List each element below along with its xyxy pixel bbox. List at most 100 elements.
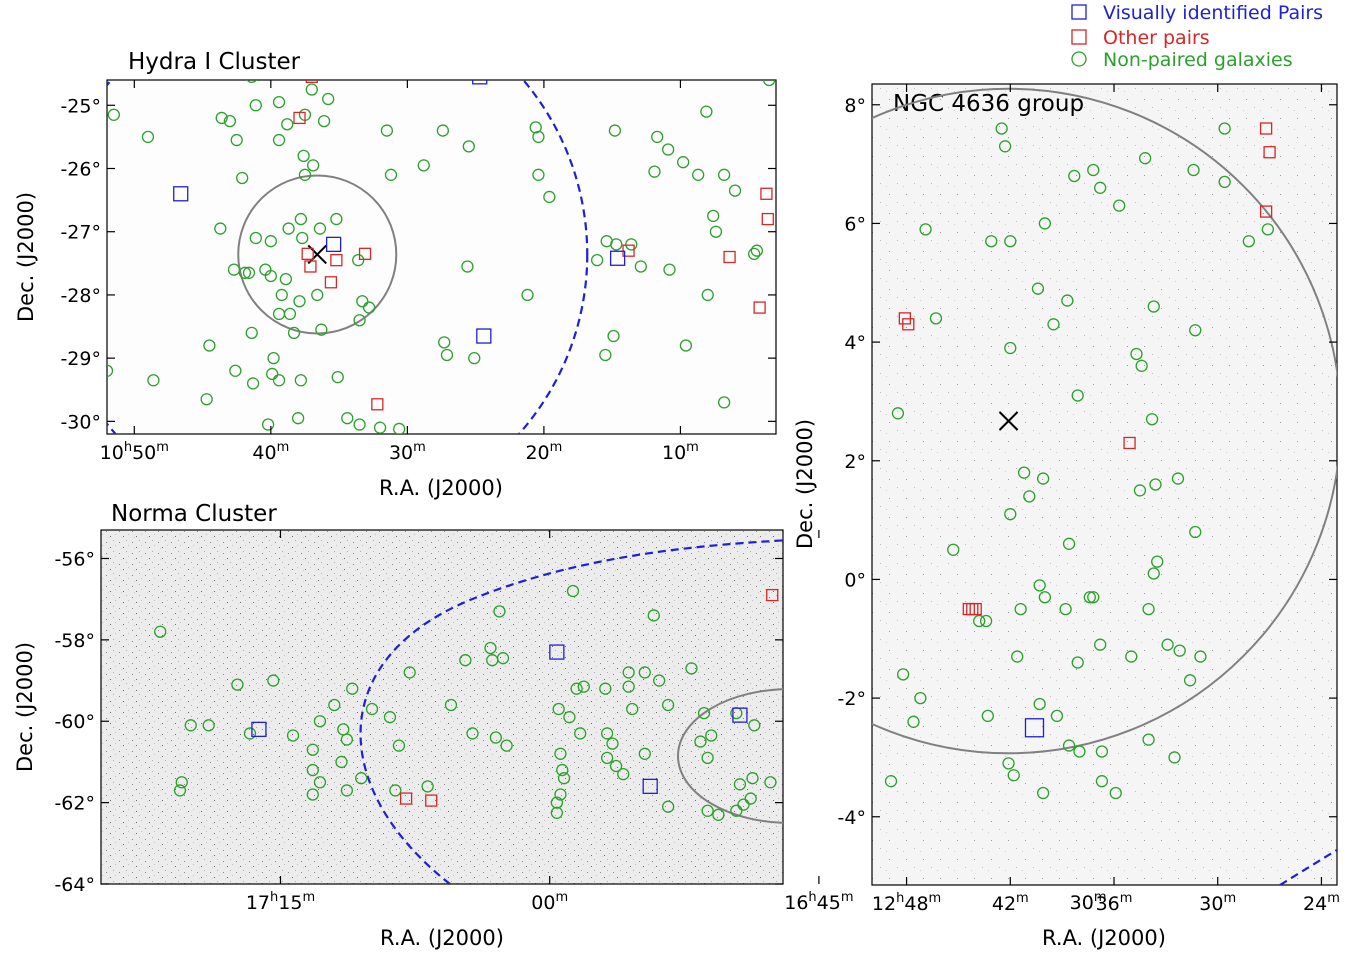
ngc4636-center-cross [998,411,1019,431]
other-pair-marker [330,254,343,267]
nonpaired-galaxy-marker [384,168,398,181]
nonpaired-galaxy-marker [979,614,993,628]
nonpaired-galaxy-marker [914,691,927,705]
other-pair-marker [1123,436,1136,450]
nonpaired-galaxy-marker [200,393,213,406]
y-tick-label: -29° [60,348,101,370]
nonpaired-galaxy-marker [853,485,864,496]
visual-pair-marker [609,250,626,266]
visual-pair-marker [819,747,833,761]
nonpaired-galaxy-marker [1014,602,1027,616]
nonpaired-galaxy-marker [1161,638,1174,651]
nonpaired-galaxy-marker [215,111,228,125]
nonpaired-galaxy-marker [1109,786,1122,800]
x-tick-label: 36m [1096,891,1133,915]
nonpaired-galaxy-marker [236,171,249,185]
nonpaired-galaxy-marker [550,796,564,809]
nonpaired-galaxy-marker [261,418,275,431]
nonpaired-galaxy-marker [267,351,280,365]
nonpaired-galaxy-marker [1138,152,1152,165]
hydra-xlabel: R.A. (J2000) [379,476,503,500]
nonpaired-galaxy-marker [532,130,545,144]
nonpaired-galaxy-marker [733,778,747,791]
nonpaired-galaxy-marker [661,800,675,813]
nonpaired-galaxy-marker [763,80,776,87]
nonpaired-galaxy-marker [147,374,160,387]
nonpaired-galaxy-marker [1062,739,1076,752]
nonpaired-galaxy-marker [1168,751,1181,764]
nonpaired-galaxy-marker [315,323,328,336]
nonpaired-galaxy-marker [306,743,319,756]
nonpaired-galaxy-marker [330,212,343,226]
nonpaired-galaxy-marker [340,784,354,797]
nonpaired-galaxy-marker [1038,217,1052,230]
nonpaired-galaxy-marker [392,739,406,752]
nonpaired-galaxy-marker [746,772,759,785]
nonpaired-galaxy-marker [1017,466,1031,479]
nonpaired-galaxy-marker [1071,389,1084,402]
nonpaired-galaxy-marker [1149,478,1162,491]
nonpaired-galaxy-marker [599,348,612,362]
nonpaired-galaxy-marker [677,156,690,169]
nonpaired-galaxy-marker [701,751,714,765]
norma-xlabel: R.A. (J2000) [380,926,504,950]
nonpaired-galaxy-marker [1038,591,1052,604]
x-tick-label: 42m [992,891,1029,915]
y-tick-label: 4° [844,332,866,354]
nonpaired-galaxy-marker [709,225,723,238]
nonpaired-galaxy-marker [1189,525,1202,539]
other-pair-marker [969,602,982,616]
legend-label-visual: Visually identified Pairs [1103,2,1323,24]
y-tick-label: -30° [60,411,101,433]
x-tick-label: 10m [662,440,699,464]
nonpaired-galaxy-marker [1087,163,1100,177]
nonpaired-galaxy-marker [609,759,623,773]
hydra-panel: Hydra I Cluster 10h50m 40m 30m 20m 10m -25° -2… [14,49,777,500]
nonpaired-galaxy-marker [1033,697,1046,711]
visual-pair-marker [325,236,342,253]
nonpaired-galaxy-marker [1036,786,1050,800]
other-pair-marker [1263,146,1276,159]
other-pair-marker [371,398,384,411]
nonpaired-galaxy-marker [1087,591,1100,604]
visual-pair-marker [1024,718,1045,738]
nonpaired-galaxy-marker [331,370,344,384]
norma-core-ellipse [677,688,783,824]
nonpaired-galaxy-marker [287,326,301,340]
nonpaired-galaxy-marker [328,698,341,712]
nonpaired-galaxy-marker [661,143,675,156]
nonpaired-galaxy-marker [1059,602,1072,616]
nonpaired-galaxy-marker [346,682,359,695]
nonpaired-galaxy-marker [231,678,244,691]
nonpaired-galaxy-marker [566,584,580,598]
x-tick-label: 24m [1303,891,1340,915]
other-pair-marker [358,247,372,260]
y-tick-label: -25° [60,95,101,117]
nonpaired-galaxy-marker [1095,775,1109,788]
nonpaired-galaxy-marker [245,326,258,340]
ngc4636-panel: NGC 4636 group 12h48m 42m 36m 30m 24m8°6°4°2… [793,83,1340,950]
other-pair-marker [1259,122,1273,135]
nonpaired-galaxy-marker [436,124,450,137]
y-tick-label: -58° [54,630,95,652]
y-tick-label: -56° [54,548,95,570]
nonpaired-galaxy-marker [1142,733,1155,746]
nonpaired-galaxy-marker [748,719,761,732]
nonpaired-galaxy-marker [1047,318,1060,331]
y-tick-label: -62° [54,793,95,815]
y-tick-label: -60° [54,711,95,733]
y-tick-label: -26° [60,159,101,181]
nonpaired-galaxy-marker [264,269,277,283]
nonpaired-galaxy-marker [286,729,300,742]
visual-pair-marker [476,328,492,344]
nonpaired-galaxy-marker [1142,602,1155,616]
hydra-virial-dashed-circle [107,80,589,434]
legend: Visually identified Pairs Other pairs No… [1071,2,1323,71]
nonpaired-galaxy-marker [246,80,257,83]
nonpaired-galaxy-marker [577,680,590,693]
x-tick-label: 20m [525,440,562,464]
hydra-title: Hydra I Cluster [128,49,301,75]
norma-title: Norma Cluster [111,501,277,527]
nonpaired-galaxy-marker [529,121,542,134]
x-tick-label: 00m [531,890,568,914]
